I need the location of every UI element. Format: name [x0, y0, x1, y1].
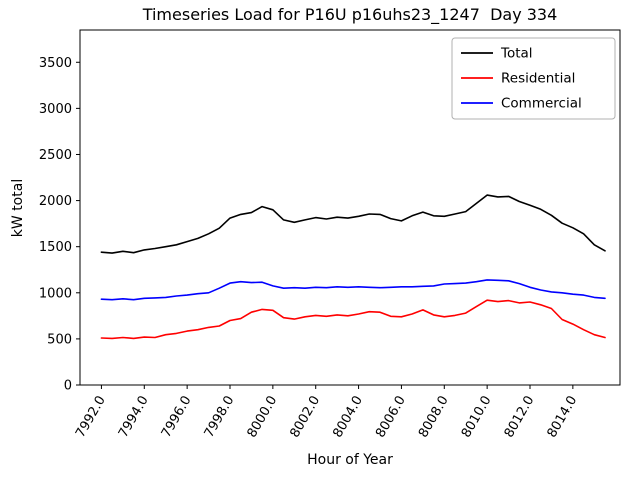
x-tick-label: 8000.0 — [245, 394, 281, 441]
x-axis-label: Hour of Year — [307, 452, 393, 468]
series-line-total — [100, 194, 606, 254]
legend-label-commercial: Commercial — [501, 96, 582, 112]
y-tick-label: 1500 — [39, 240, 72, 255]
legend-label-total: Total — [500, 46, 533, 62]
x-tick-label: 7998.0 — [202, 394, 238, 441]
x-tick-label: 8002.0 — [287, 394, 323, 441]
x-tick-label: 8004.0 — [330, 394, 366, 441]
x-tick-label: 8008.0 — [416, 394, 452, 441]
y-tick-label: 3000 — [39, 102, 72, 117]
x-tick-label: 8012.0 — [502, 394, 538, 441]
y-tick-label: 2000 — [39, 194, 72, 209]
y-tick-label: 500 — [47, 332, 72, 347]
legend-box — [451, 37, 616, 120]
x-tick-label: 7994.0 — [116, 394, 152, 441]
x-axis-ticks: 7992.0 7994.0 7996.0 7998.0 8000.0 8002.0 8004… — [73, 385, 580, 440]
x-tick-label: 7996.0 — [159, 394, 195, 441]
y-tick-label: 3500 — [39, 56, 72, 71]
x-tick-label: 8006.0 — [373, 394, 409, 441]
x-tick-label: 8010.0 — [459, 394, 495, 441]
legend: Total Residential Commercial — [451, 37, 616, 120]
y-axis-ticks: 0 500 1000 1500 2000 2500 3000 3500 — [39, 56, 80, 394]
y-tick-label: 2500 — [39, 148, 72, 163]
legend-label-residential: Residential — [501, 71, 575, 87]
x-tick-label: 7992.0 — [73, 394, 109, 441]
series-line-residential — [100, 299, 606, 340]
y-tick-label: 1000 — [39, 286, 72, 301]
axes-frame — [79, 29, 621, 386]
y-tick-label: 0 — [64, 379, 72, 394]
y-axis-label: kW total — [10, 179, 26, 237]
series-line-commercial — [100, 279, 606, 301]
chart-title: Timeseries Load for P16U p16uhs23_1247 D… — [142, 5, 558, 25]
x-tick-label: 8014.0 — [545, 394, 581, 441]
series-lines — [100, 194, 606, 340]
